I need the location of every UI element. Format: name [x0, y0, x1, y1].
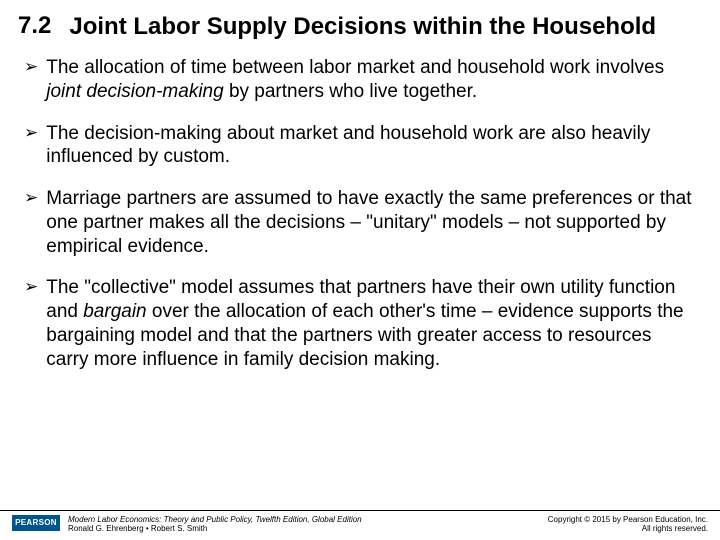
bullet-text: Marriage partners are assumed to have ex…: [46, 187, 696, 258]
bullet-item: ➢ Marriage partners are assumed to have …: [24, 187, 696, 258]
bullet-text: The allocation of time between labor mar…: [46, 56, 696, 104]
footer-right: Copyright © 2015 by Pearson Education, I…: [548, 515, 708, 534]
bullet-item: ➢ The decision-making about market and h…: [24, 122, 696, 170]
bullet-text: The decision-making about market and hou…: [46, 122, 696, 170]
bullet-text: The "collective" model assumes that part…: [46, 276, 696, 371]
slide-footer: PEARSON Modern Labor Economics: Theory a…: [0, 510, 720, 540]
bullet-marker-icon: ➢: [24, 56, 38, 78]
bullet-item: ➢ The allocation of time between labor m…: [24, 56, 696, 104]
footer-book-title: Modern Labor Economics: Theory and Publi…: [68, 515, 362, 525]
footer-rights: All rights reserved.: [548, 524, 708, 534]
bullet-marker-icon: ➢: [24, 187, 38, 209]
footer-authors: Ronald G. Ehrenberg • Robert S. Smith: [68, 524, 362, 533]
bullet-marker-icon: ➢: [24, 122, 38, 144]
slide-title: Joint Labor Supply Decisions within the …: [69, 12, 656, 42]
bullet-marker-icon: ➢: [24, 276, 38, 298]
slide-header: 7.2 Joint Labor Supply Decisions within …: [0, 0, 720, 50]
bullet-item: ➢ The "collective" model assumes that pa…: [24, 276, 696, 371]
pearson-logo: PEARSON: [12, 515, 60, 531]
section-number: 7.2: [18, 12, 51, 41]
footer-copyright: Copyright © 2015 by Pearson Education, I…: [548, 515, 708, 525]
slide-content: ➢ The allocation of time between labor m…: [0, 50, 720, 371]
footer-left: PEARSON Modern Labor Economics: Theory a…: [12, 515, 362, 534]
footer-book-block: Modern Labor Economics: Theory and Publi…: [68, 515, 362, 534]
